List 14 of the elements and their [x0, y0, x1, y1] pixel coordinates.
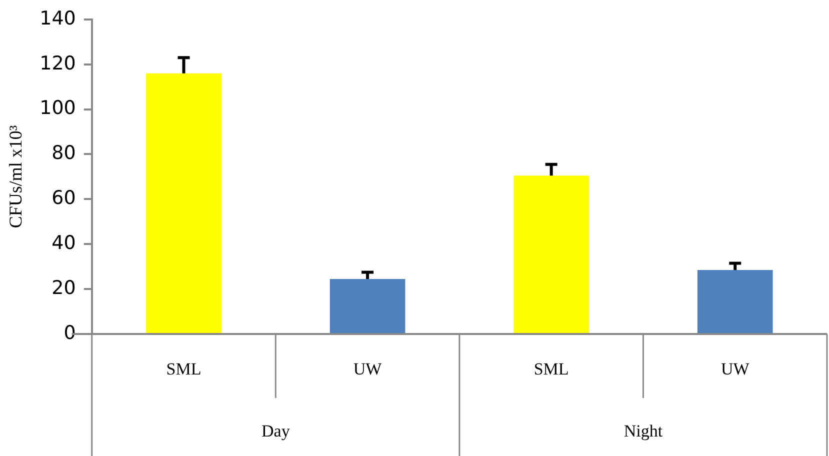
text: Day — [261, 421, 290, 440]
text: Night — [624, 421, 663, 440]
y-tick-label: 140 — [40, 7, 76, 30]
y-tick-label: 120 — [40, 52, 76, 74]
x-tick-label: UW — [720, 359, 750, 378]
x-tick-label: SML — [534, 359, 569, 378]
y-tick-label: 20 — [52, 276, 76, 299]
x-tick-label: SML — [166, 359, 202, 378]
y-axis-title: CFUs/ml x10³ — [6, 124, 26, 228]
y-tick-label: 40 — [52, 232, 76, 254]
y-tick-label: 100 — [40, 97, 76, 120]
y-tick-label: 80 — [52, 142, 76, 164]
x-tick-label: UW — [353, 359, 383, 378]
y-tick-label: 60 — [52, 187, 76, 210]
